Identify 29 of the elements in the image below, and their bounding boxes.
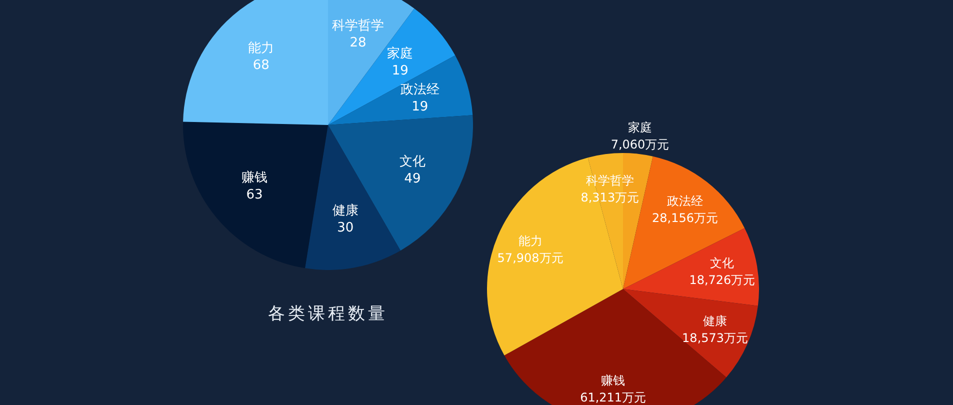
slice-label: 政法经: [400, 82, 440, 98]
slice-label: 科学哲学: [332, 18, 384, 34]
slice-label: 家庭: [628, 120, 652, 134]
data-label: 61,211万元: [580, 390, 646, 404]
slice-label: 科学哲学: [586, 173, 634, 188]
slice-label: 能力: [518, 234, 542, 248]
data-label: 19: [412, 100, 428, 115]
slice-label: 能力: [248, 40, 274, 56]
data-label: 19: [392, 63, 408, 78]
slice-label: 赚钱: [241, 170, 268, 186]
data-label: 28,156万元: [652, 210, 718, 225]
data-label: 28: [350, 35, 366, 50]
slice-label: 文化: [710, 256, 734, 270]
data-label: 68: [252, 58, 270, 73]
slice-label: 健康: [332, 203, 358, 218]
data-label: 8,313万元: [580, 190, 640, 204]
data-label: 18,726万元: [689, 273, 756, 288]
slice-label: 赚钱: [601, 373, 626, 388]
data-label: 30: [337, 220, 354, 236]
text: 各类课程数量: [267, 303, 389, 325]
data-label: 49: [404, 171, 421, 186]
slice-label: 家庭: [387, 45, 414, 62]
slice-label: 政法经: [667, 194, 704, 208]
data-label: 7,060万元: [610, 137, 670, 152]
data-label: 57,908万元: [497, 250, 564, 265]
slice-label: 健康: [703, 314, 728, 328]
data-label: 63: [246, 188, 263, 203]
slice-label: 文化: [399, 154, 426, 170]
data-label: 18,573万元: [682, 330, 748, 345]
